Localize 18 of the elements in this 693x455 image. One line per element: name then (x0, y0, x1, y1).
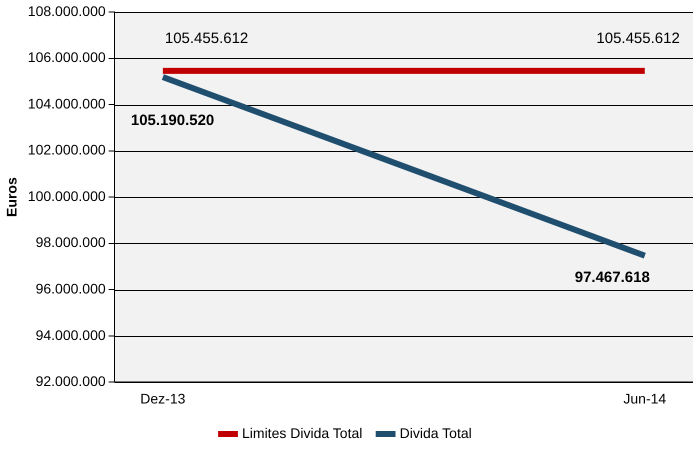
y-tick-label: 100.000.000 (28, 188, 106, 204)
legend-label: Divida Total (400, 424, 472, 441)
y-tick-label: 92.000.000 (36, 373, 106, 390)
data-label: 105.190.520 (130, 112, 214, 130)
y-tick-label: 94.000.000 (36, 326, 106, 343)
y-axis-title: Euros (3, 177, 20, 217)
y-tick-label: 98.000.000 (36, 234, 106, 250)
y-tick-label: 96.000.000 (36, 280, 106, 297)
y-tick-label: 106.000.000 (28, 49, 106, 66)
y-tick-label: 104.000.000 (28, 95, 106, 112)
x-tick-label: Jun-14 (623, 390, 666, 406)
legend-label: Limites Divida Total (242, 424, 362, 441)
data-label: 105.455.612 (596, 30, 680, 48)
data-label: 97.467.618 (574, 268, 650, 286)
data-label: 105.455.612 (164, 30, 248, 48)
y-tick-label: 108.000.000 (28, 2, 106, 19)
y-tick-label: 102.000.000 (28, 142, 106, 158)
x-tick-label: Dez-13 (140, 390, 186, 406)
